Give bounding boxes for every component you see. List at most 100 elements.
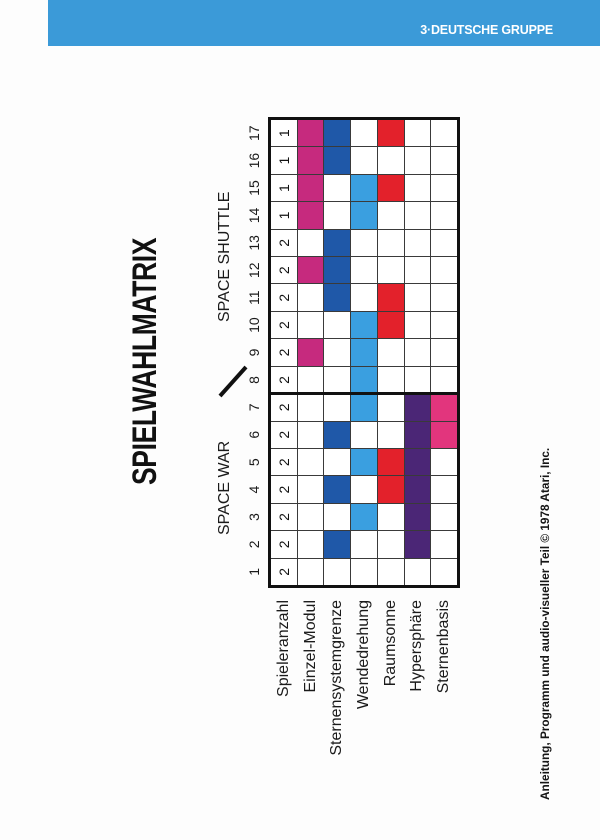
matrix-cell <box>324 448 351 476</box>
matrix-cell <box>404 311 431 339</box>
matrix-cell <box>404 174 431 202</box>
matrix-cell: 2 <box>271 476 297 503</box>
matrix-cell <box>404 120 431 147</box>
matrix-cell <box>297 558 324 585</box>
matrix-cell <box>404 284 431 311</box>
matrix-cell: 2 <box>271 366 297 394</box>
matrix-cell-marked <box>351 448 377 476</box>
matrix-cell <box>431 476 457 503</box>
matrix-cell <box>431 147 457 174</box>
matrix-cell-marked <box>324 284 351 311</box>
column-number: 6 <box>246 430 262 439</box>
matrix-cell-marked <box>351 366 377 394</box>
matrix-cell <box>431 229 457 257</box>
matrix-cell <box>297 284 324 311</box>
matrix-cell: 2 <box>271 448 297 476</box>
matrix-cell: 1 <box>271 120 297 147</box>
matrix-cell-marked <box>377 448 404 476</box>
group-label-space-shuttle: SPACE SHUTTLE <box>216 191 233 322</box>
column-number-labels: 1 2 3 4 5 6 7 8 9 10 11 12 13 14 15 16 17 <box>246 117 262 588</box>
matrix-cell-marked <box>324 476 351 503</box>
matrix-cell <box>431 448 457 476</box>
matrix-cell-marked <box>324 229 351 257</box>
matrix-cell-marked <box>377 476 404 503</box>
matrix-cell <box>351 229 377 257</box>
matrix-cell <box>431 202 457 229</box>
matrix-cell <box>351 558 377 585</box>
matrix-cell-marked <box>297 257 324 284</box>
matrix-cell <box>377 558 404 585</box>
row-label: Raumsonne <box>381 600 399 687</box>
row-label: Spieleranzahl <box>274 600 292 697</box>
row-label: Sternenbasis <box>435 600 453 694</box>
matrix-cell-marked <box>377 284 404 311</box>
column-number: 3 <box>246 513 262 521</box>
row-labels: Spieleranzahl Einzel-Modul Sternensystemgr… <box>271 600 457 810</box>
matrix-cell-marked <box>404 421 431 448</box>
column-number: 7 <box>246 403 262 412</box>
matrix-cell <box>297 503 324 531</box>
matrix-cell-marked <box>351 503 377 531</box>
matrix-cell <box>404 202 431 229</box>
matrix-cell <box>351 531 377 558</box>
matrix-cell-marked <box>351 202 377 229</box>
matrix-cell-marked <box>297 174 324 202</box>
matrix-cell: 2 <box>271 257 297 284</box>
matrix-cell-marked <box>404 394 431 421</box>
column-number: 10 <box>246 317 262 333</box>
matrix-cell <box>324 174 351 202</box>
matrix-cell: 1 <box>271 147 297 174</box>
column-number: 15 <box>246 180 262 196</box>
matrix-cell <box>431 503 457 531</box>
matrix-cell <box>324 202 351 229</box>
matrix-cell: 2 <box>271 503 297 531</box>
matrix-cell <box>431 284 457 311</box>
matrix-cell: 1 <box>271 174 297 202</box>
matrix-cell-marked <box>324 147 351 174</box>
matrix-cell <box>431 174 457 202</box>
matrix-cell: 1 <box>271 202 297 229</box>
matrix-cell <box>404 558 431 585</box>
matrix-cell <box>431 257 457 284</box>
column-number: 11 <box>246 290 262 305</box>
column-number: 2 <box>246 540 262 549</box>
matrix-cell-marked <box>297 120 324 147</box>
matrix-cell <box>377 366 404 394</box>
column-number: 12 <box>246 262 262 279</box>
matrix-cell: 2 <box>271 229 297 257</box>
column-number: 5 <box>246 458 262 467</box>
matrix-cell-marked <box>297 202 324 229</box>
column-number: 1 <box>246 567 262 576</box>
matrix-cell: 2 <box>271 311 297 339</box>
matrix-cell-marked <box>404 503 431 531</box>
matrix-cell-marked <box>351 339 377 366</box>
matrix-cell-marked <box>324 421 351 448</box>
matrix-cell <box>431 311 457 339</box>
group-divider-line <box>268 392 460 395</box>
matrix-cell <box>431 366 457 394</box>
matrix-cell: 2 <box>271 421 297 448</box>
column-number: 14 <box>246 207 262 224</box>
matrix-cell <box>324 311 351 339</box>
matrix-cell <box>404 339 431 366</box>
matrix-cell-marked <box>377 311 404 339</box>
matrix-cell-marked <box>431 394 457 421</box>
matrix-cell <box>404 366 431 394</box>
matrix-cell <box>431 120 457 147</box>
matrix-cell-marked <box>351 311 377 339</box>
matrix-cell: 2 <box>271 339 297 366</box>
matrix-cell: 2 <box>271 558 297 585</box>
matrix-cell <box>351 421 377 448</box>
matrix-cell-marked <box>324 531 351 558</box>
matrix-cell <box>377 339 404 366</box>
matrix-cell <box>324 558 351 585</box>
matrix-cell <box>431 531 457 558</box>
group-label-space-war: SPACE WAR <box>216 440 233 535</box>
matrix-cell <box>351 147 377 174</box>
matrix-cell: 2 <box>271 394 297 421</box>
matrix-cell <box>297 448 324 476</box>
matrix-cell-marked <box>404 531 431 558</box>
matrix-cell <box>404 229 431 257</box>
